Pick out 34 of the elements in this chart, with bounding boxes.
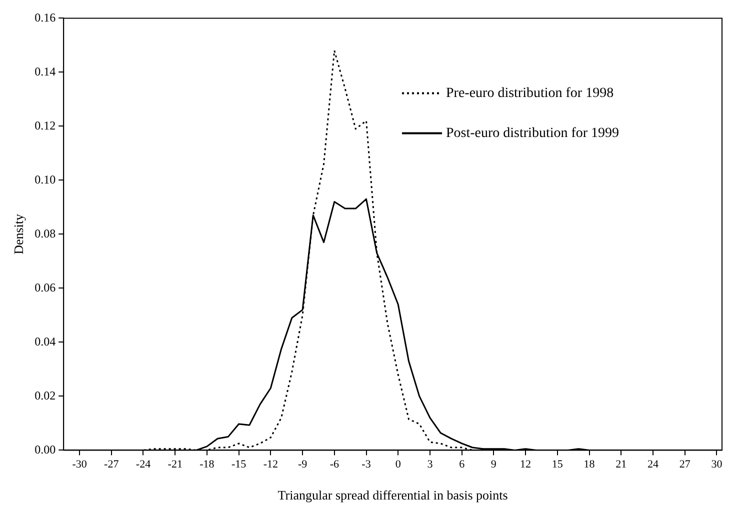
x-tick-label: -18 [200,458,215,471]
y-tick-label: 0.16 [34,10,56,24]
x-tick-label: 15 [552,458,564,471]
y-tick-label: 0.10 [34,172,56,186]
y-tick-label: 0.00 [34,442,56,456]
x-tick-label: -24 [136,458,152,471]
x-tick-label: 3 [427,458,434,471]
legend-label: Post-euro distribution for 1999 [446,126,620,141]
x-tick-label: 27 [679,458,691,471]
legend-label: Pre-euro distribution for 1998 [446,86,614,101]
y-tick-label: 0.06 [34,280,56,294]
x-tick-label: 24 [647,458,659,471]
x-tick-label: -30 [72,458,88,471]
y-tick-label: 0.02 [34,388,56,402]
x-tick-label: 0 [395,458,402,471]
x-tick-label: 30 [711,458,723,471]
x-tick-label: -9 [298,458,308,471]
x-axis-title: Triangular spread differential in basis points [278,488,508,503]
x-tick-label: -15 [231,458,247,471]
x-tick-label: -12 [263,458,278,471]
y-tick-label: 0.04 [34,334,56,348]
x-tick-label: 9 [490,458,497,471]
x-tick-label: -27 [104,458,120,471]
x-tick-label: 21 [616,458,627,471]
y-tick-label: 0.14 [34,64,56,78]
y-tick-label: 0.08 [34,226,56,240]
x-tick-label: -6 [330,458,340,471]
x-tick-label: 6 [459,458,466,471]
y-axis-title: Density [11,213,26,254]
x-tick-label: 12 [520,458,532,471]
x-tick-label: -3 [362,458,372,471]
x-tick-label: -21 [168,458,182,471]
x-tick-label: 18 [584,458,596,471]
y-tick-label: 0.12 [34,118,56,132]
